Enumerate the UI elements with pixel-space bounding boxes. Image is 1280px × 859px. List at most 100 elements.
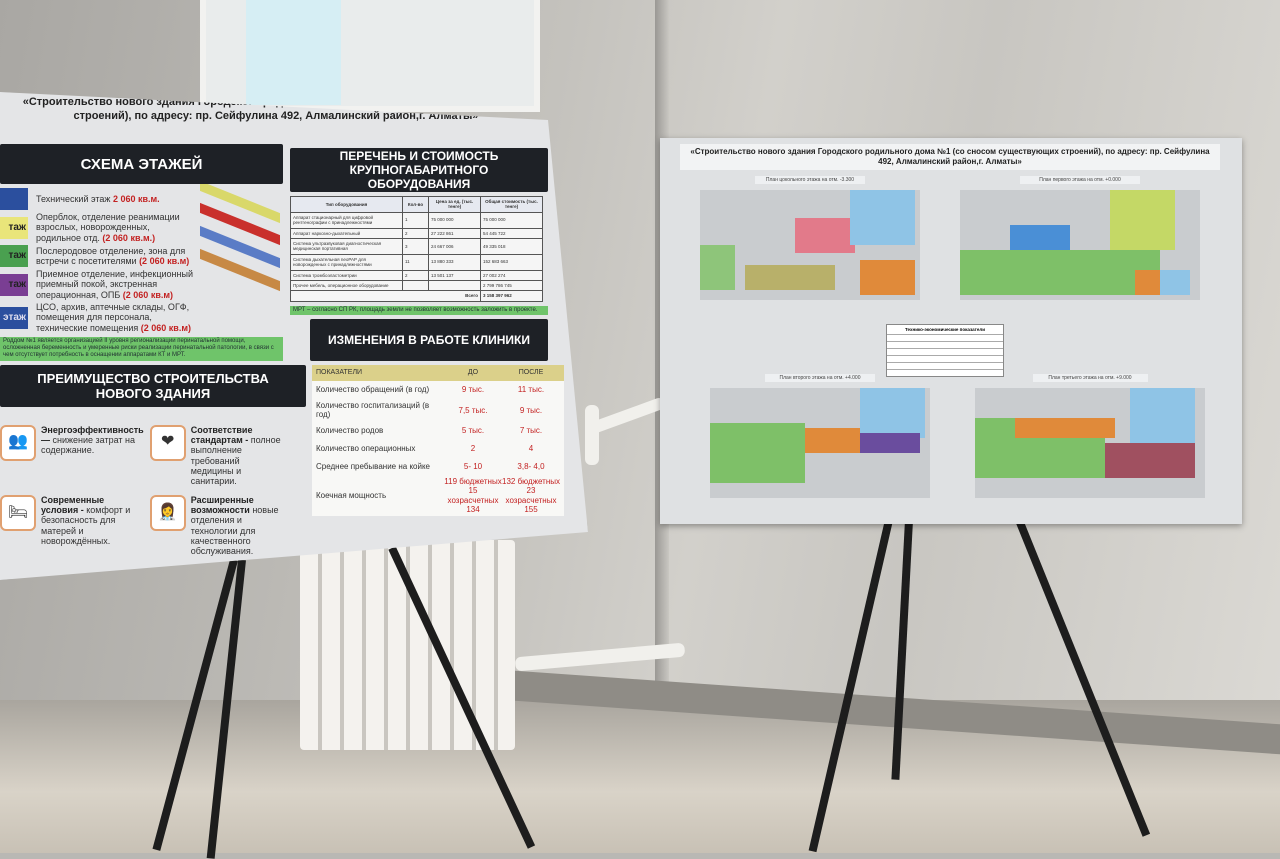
note-left: Роддом №1 является организацией II уровн…: [0, 337, 283, 361]
table-cell: 24 667 006: [428, 237, 481, 255]
hospital-bed-icon: 🛏: [0, 494, 36, 531]
table-row: Аппарат стационарный для цифровой рентге…: [290, 211, 543, 229]
plan-zone: [1105, 443, 1195, 478]
plan-zone: [850, 190, 915, 245]
right-column: ПЕРЕЧЕНЬ И СТОИМОСТЬ КРУПНОГАБАРИТНОГО О…: [290, 148, 564, 517]
column-header: Общая стоимость (тыс. тенге): [480, 196, 543, 213]
table-row: Система тромбоэластометрии 2 13 501 137 27 …: [290, 269, 543, 281]
floor-area: (2 060 кв.м): [139, 256, 190, 267]
plan-zone: [1130, 388, 1195, 443]
table-cell: 3,8- 4,0: [517, 461, 545, 471]
advantage-item: 🛏 Современные условия - комфорт и безопас…: [0, 494, 144, 557]
plan-zone: [700, 245, 735, 290]
window: [200, 0, 540, 112]
column-header: ПОСЛЕ: [518, 368, 544, 376]
table-cell: 75 000 000: [480, 211, 543, 229]
floor-tag: таж: [0, 245, 28, 268]
right-poster: «Строительство нового здания Городского …: [660, 138, 1242, 524]
table-cell: 2 799 786 745: [480, 279, 543, 292]
table-cell: Система тромбоэластометрии: [290, 269, 403, 281]
plan-zone: [710, 423, 805, 483]
floor-description: Технический этаж: [36, 193, 111, 204]
table-row: Количество обращений (в год) 9 тыс. 11 тыс…: [312, 381, 564, 399]
table-cell: 1: [402, 211, 429, 229]
floor-plan: План второго этажа на отм. +4.000: [710, 374, 930, 498]
floor-tag: этаж: [0, 306, 28, 329]
table-cell: Количество родов: [316, 425, 384, 435]
table-cell: 54 445 722: [480, 227, 543, 239]
table-cell: 49 335 018: [480, 237, 543, 255]
floor-plan-label: План второго этажа на отм. +4.000: [765, 374, 875, 382]
people-icon: 👥: [0, 424, 36, 461]
table-cell: Аппарат стационарный для цифровой рентге…: [290, 211, 403, 229]
total-label: Всего: [290, 290, 481, 302]
table-cell: 5 тыс.: [461, 425, 485, 435]
tep-heading: Технико-экономические показатели: [905, 327, 985, 332]
floor-description: Оперблок, отделение реанимации взрослых,…: [36, 212, 180, 243]
column-header: ПОКАЗАТЕЛИ: [316, 368, 363, 376]
table-cell: Система ультразвуковая диагностическая м…: [290, 237, 403, 255]
column-header: Кол-во: [402, 196, 429, 213]
plan-zone: [1135, 270, 1160, 295]
table-cell: Количество операционных: [316, 443, 416, 453]
advantage-title: Современные условия -: [41, 494, 105, 516]
table-cell: 132 бюджетных 23 хозрасчетных 155: [502, 477, 561, 514]
advantage-item: ❤ Соответствие стандартам - полное выполн…: [149, 424, 283, 487]
floor-area: (2 060 кв.м): [140, 322, 191, 333]
table-cell: 2: [402, 227, 429, 239]
table-cell: 2: [402, 269, 429, 281]
plan-zone: [960, 250, 1160, 295]
table-cell: 4: [528, 443, 534, 453]
doctor-patient-icon: 👩‍⚕️: [149, 494, 186, 531]
table-cell: 5- 10: [463, 461, 483, 471]
pipe: [585, 405, 599, 465]
floor-item: Технический этаж 2 060 кв.м.: [0, 188, 195, 210]
changes-table: ПОКАЗАТЕЛИ ДО ПОСЛЕ Количество обращений (…: [312, 364, 564, 517]
table-cell: Система дыхательная neoPAP для новорожде…: [290, 253, 403, 271]
total-row: Всего 3 158 397 962: [290, 290, 543, 302]
floor-description: ЦСО, архив, аптечные склады, ОГФ, помеще…: [36, 302, 190, 333]
floor-plan: План цокольного этажа на отм. -3.300: [700, 176, 920, 300]
floor-tag: таж: [0, 216, 28, 239]
column-header: Цена за ед. (тыс. тенге): [428, 196, 481, 213]
plan-zone: [1110, 190, 1175, 250]
note-right: МРТ – согласно СП РК, площадь земли не п…: [290, 305, 548, 315]
table-cell: 11 тыс.: [517, 385, 545, 395]
advantage-text: снижение затрат на содержание.: [41, 435, 136, 456]
plan-zone: [860, 388, 925, 438]
table-cell: 119 бюджетных 15 хозрасчетных 134: [444, 477, 502, 514]
table-cell: 9 тыс.: [461, 385, 485, 395]
plan-zone: [1010, 225, 1070, 250]
plan-zone: [805, 428, 865, 453]
table-cell: 75 000 000: [428, 211, 481, 229]
table-row: Система дыхательная neoPAP для новорожде…: [290, 253, 543, 271]
floor-plan: План первого этажа на отм. +0.000: [960, 176, 1200, 300]
table-cell: Среднее пребывание на койке: [316, 461, 430, 471]
advantage-title: Энергоэффективность —: [41, 424, 144, 445]
table-cell: 2: [470, 443, 476, 453]
table-row: Количество госпитализаций (в год) 7,5 тыс…: [312, 399, 564, 421]
table-cell: [402, 279, 429, 292]
floor-tag: таж: [0, 273, 28, 296]
plan-zone: [1160, 270, 1190, 295]
left-poster: «Строительство нового здания Городского …: [0, 92, 588, 580]
advantage-text: полное выполнение требований медицины и …: [190, 435, 281, 487]
table-cell: Количество обращений (в год): [316, 385, 430, 395]
table-row: Коечная мощность 119 бюджетных 15 хозрасч…: [312, 475, 564, 516]
table-cell: 27 222 861: [428, 227, 481, 239]
window-pane: [246, 0, 341, 105]
table-cell: 3: [402, 237, 429, 255]
equipment-heading: ПЕРЕЧЕНЬ И СТОИМОСТЬ КРУПНОГАБАРИТНОГО О…: [290, 148, 548, 192]
floor-plan: План третьего этажа на отм. +9.000: [975, 374, 1205, 498]
table-row: Система ультразвуковая диагностическая м…: [290, 237, 543, 255]
table-cell: 13 880 333: [428, 253, 481, 271]
table-cell: Прочее мебель, операционное оборудование: [290, 279, 403, 292]
table-row: Количество операционных 2 4: [312, 439, 564, 457]
table-cell: 27 002 274: [480, 269, 543, 281]
floors-list: Технический этаж 2 060 кв.м. таж Оперблок,…: [0, 188, 195, 333]
floor-plan-label: План третьего этажа на отм. +9.000: [1032, 374, 1148, 382]
table-cell: Коечная мощность: [316, 491, 387, 501]
floors-heading: СХЕМА ЭТАЖЕЙ: [0, 144, 283, 184]
floor-plan-label: План цокольного этажа на отм. -3.300: [755, 176, 865, 184]
table-row: Количество родов 5 тыс. 7 тыс.: [312, 421, 564, 439]
